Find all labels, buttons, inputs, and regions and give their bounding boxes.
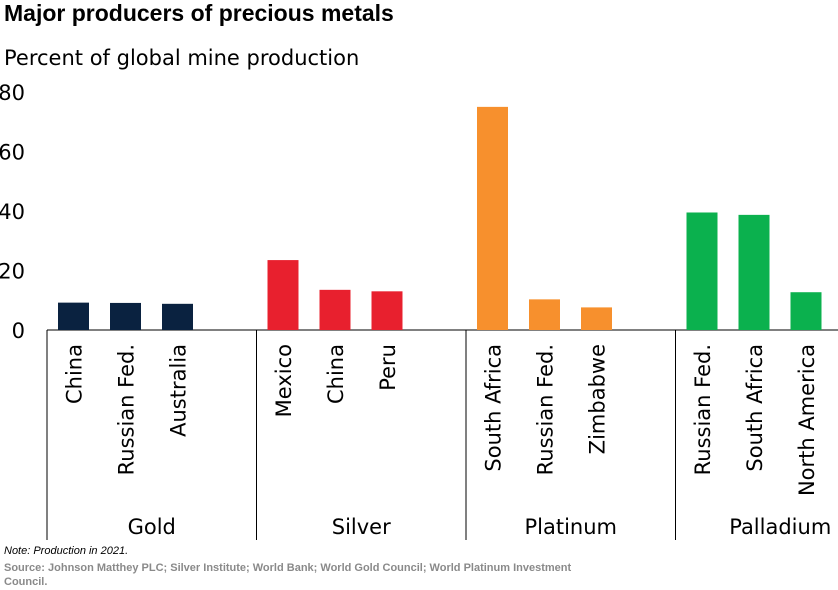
bar	[477, 106, 508, 330]
bar	[267, 260, 299, 330]
group-label: Silver	[332, 515, 391, 539]
category-label: Mexico	[272, 344, 296, 417]
category-label: Zimbabwe	[586, 344, 610, 454]
chart-source: Source: Johnson Matthey PLC; Silver Inst…	[4, 562, 572, 588]
category-label: Russian Fed.	[534, 344, 558, 475]
bar	[581, 307, 612, 330]
category-label: South Africa	[743, 344, 767, 472]
category-label: China	[63, 344, 87, 404]
y-tick-label: 80	[0, 81, 25, 105]
bar	[738, 214, 770, 330]
group-label: Gold	[128, 515, 176, 539]
bar	[529, 299, 560, 330]
category-label: China	[324, 344, 348, 404]
category-label: South Africa	[482, 344, 506, 472]
y-tick-label: 60	[0, 141, 25, 165]
category-label: Australia	[167, 344, 191, 437]
category-label: Russian Fed.	[115, 344, 139, 475]
chart-note: Note: Production in 2021.	[4, 545, 129, 557]
category-label: Russian Fed.	[691, 344, 715, 475]
category-label: North America	[795, 344, 819, 496]
bar	[371, 291, 403, 330]
y-tick-label: 20	[0, 260, 25, 284]
category-label: Peru	[376, 344, 400, 391]
bar	[319, 289, 351, 330]
bar	[790, 292, 822, 330]
y-tick-label: 0	[12, 319, 25, 343]
bar-chart: 0 20 40 60 80 China Russian Fed. Australia Gold M…	[0, 81, 838, 540]
bar	[686, 212, 718, 330]
chart-title: Major producers of precious metals	[4, 0, 394, 26]
y-tick-label: 40	[0, 200, 25, 224]
group-label: Platinum	[524, 515, 617, 539]
bar	[58, 302, 89, 330]
bar	[162, 303, 193, 330]
chart-subtitle: Percent of global mine production	[4, 46, 360, 70]
group-label: Palladium	[729, 515, 831, 539]
bar	[110, 302, 141, 330]
